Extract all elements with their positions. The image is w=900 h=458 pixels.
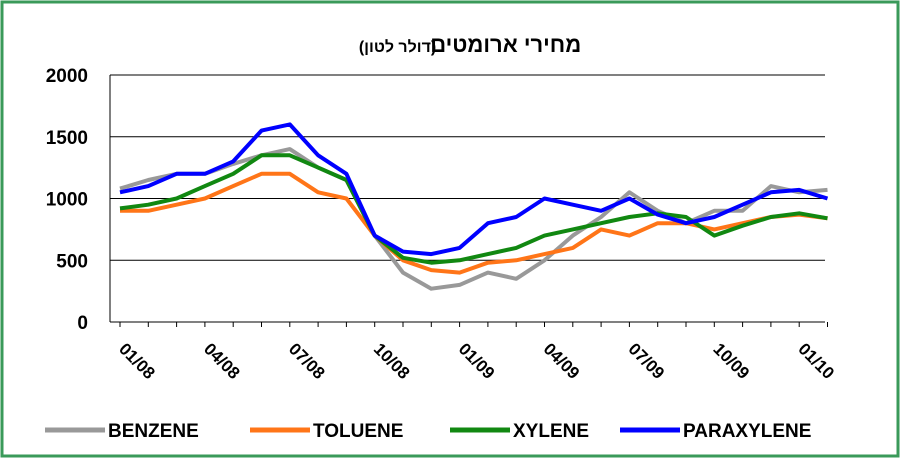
chart-title-group: מחירי ארומטים(דולר לטון) <box>359 32 581 57</box>
legend-label: TOLUENE <box>313 421 403 442</box>
y-tick-label: 2000 <box>46 66 88 87</box>
chart-subtitle: (דולר לטון) <box>359 38 436 56</box>
y-tick-label: 500 <box>56 251 88 272</box>
y-tick-label: 1000 <box>46 190 88 211</box>
legend-label: XYLENE <box>513 421 589 442</box>
series-line <box>119 147 828 291</box>
series-line <box>119 153 828 265</box>
legend-label: BENZENE <box>108 421 199 442</box>
y-tick-label: 0 <box>77 313 88 334</box>
series-line <box>120 171 828 275</box>
series-line <box>119 122 829 257</box>
y-tick-label: 1500 <box>46 128 88 149</box>
legend-label: PARAXYLENE <box>683 421 811 442</box>
chart-title: מחירי ארומטים <box>430 32 581 57</box>
